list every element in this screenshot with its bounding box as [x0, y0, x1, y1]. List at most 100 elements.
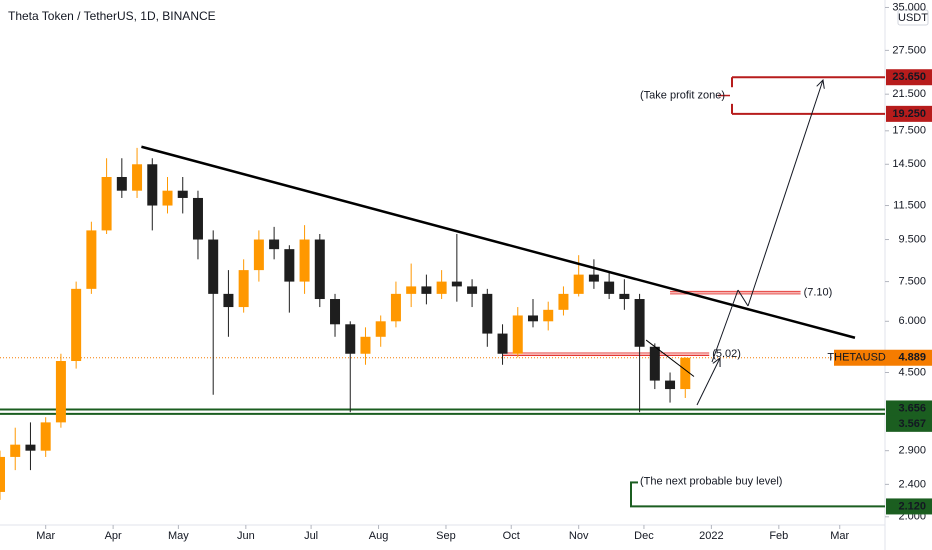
y-tick-label: 9.500 [898, 233, 926, 245]
candle-body [86, 230, 97, 289]
price-label: 19.250 [892, 108, 926, 120]
zone-label: (7.10) [804, 287, 833, 299]
y-tick-label: 27.500 [892, 44, 926, 56]
y-tick-label: 17.500 [892, 125, 926, 137]
candle-body [10, 444, 21, 457]
candle-body [360, 336, 371, 354]
trendline [645, 339, 695, 377]
candle-body [330, 299, 341, 325]
price-label-box [886, 105, 932, 122]
unit-box [897, 9, 929, 26]
candle-body [177, 190, 188, 198]
x-tick-label: Oct [503, 530, 520, 542]
candle-body [573, 274, 584, 294]
x-tick-label: Apr [105, 530, 122, 542]
candle-body [40, 422, 51, 451]
x-tick-label: Aug [369, 530, 389, 542]
x-tick-label: Sep [436, 530, 456, 542]
candle-body [314, 239, 325, 300]
candle-body [619, 293, 630, 300]
price-label-box [886, 349, 932, 366]
symbol-box [834, 349, 886, 366]
price-label-box [886, 498, 932, 515]
candle-body [147, 164, 158, 206]
y-tick-label: 35.000 [892, 1, 926, 13]
candle-body [269, 239, 280, 250]
candle-body [0, 456, 5, 492]
trendline [141, 145, 856, 339]
candle-body [451, 281, 462, 287]
candle-body [101, 176, 112, 231]
candle-body [512, 315, 523, 354]
candle-body [406, 286, 417, 294]
price-label-box [886, 415, 932, 432]
chart-title: Theta Token / TetherUS, 1D, BINANCE [8, 9, 216, 23]
y-tick-label: 14.500 [892, 158, 926, 170]
candle-body [436, 281, 447, 294]
y-tick-label: 7.500 [898, 276, 926, 288]
arrow [696, 358, 720, 406]
candle-body [299, 239, 310, 282]
candle-body [208, 239, 219, 294]
candle-body [116, 176, 127, 191]
candle-body [558, 293, 569, 310]
candle-body [192, 197, 203, 240]
x-tick-label: Dec [634, 530, 654, 542]
candle-body [238, 270, 249, 308]
price-label: 4.889 [898, 352, 926, 364]
x-tick-label: Jul [304, 530, 318, 542]
buy-level-label: (The next probable buy level) [640, 475, 782, 487]
candle-body [71, 288, 82, 362]
x-tick-label: Nov [569, 530, 589, 542]
x-tick-label: Jun [237, 530, 255, 542]
arrow [737, 289, 749, 307]
marks [0, 6, 889, 529]
candle-body [345, 324, 356, 354]
y-tick-label: 2.400 [898, 478, 926, 490]
y-unit: USDT [898, 12, 928, 24]
x-tick-label: Mar [36, 530, 55, 542]
y-tick-label: 4.500 [898, 366, 926, 378]
x-tick-label: May [168, 530, 189, 542]
y-tick-label: 21.500 [892, 88, 926, 100]
candle-body [543, 309, 554, 322]
candle-body [497, 333, 508, 354]
y-tick-label: 6.000 [898, 315, 926, 327]
candle-body [467, 286, 478, 294]
candle-body [649, 346, 660, 381]
candle-body [665, 380, 676, 390]
candle-body [588, 274, 599, 282]
price-label: 3.656 [898, 402, 926, 414]
x-tick-label: Feb [769, 530, 788, 542]
candle-body [162, 190, 173, 206]
price-label: 23.650 [892, 71, 926, 83]
candle-body [223, 293, 234, 308]
candle-body [421, 286, 432, 294]
y-tick-label: 11.500 [893, 199, 926, 211]
price-label: 3.567 [898, 418, 926, 430]
candle-body [604, 281, 615, 294]
candle-body [527, 315, 538, 322]
y-tick-label: 2.900 [898, 445, 926, 457]
candle-body [680, 357, 691, 390]
price-label-box [886, 69, 932, 86]
arrow [747, 80, 823, 307]
candle-body [482, 293, 493, 334]
take-profit-label: (Take profit zone) [640, 89, 725, 101]
candle-body [284, 249, 295, 282]
price-label: 2.120 [898, 500, 926, 512]
x-tick-label: 2022 [699, 530, 723, 542]
candle-body [253, 239, 264, 271]
candle-body [375, 321, 386, 337]
price-label-box [886, 400, 932, 417]
arrow [711, 289, 739, 363]
candle-body [634, 299, 645, 347]
arrows [696, 80, 823, 406]
candle-body [55, 361, 66, 423]
candle-body [390, 293, 401, 322]
candle-body [132, 164, 143, 191]
symbol-label: THETAUSDT [827, 352, 892, 364]
zone-label: (5.02) [712, 348, 741, 360]
